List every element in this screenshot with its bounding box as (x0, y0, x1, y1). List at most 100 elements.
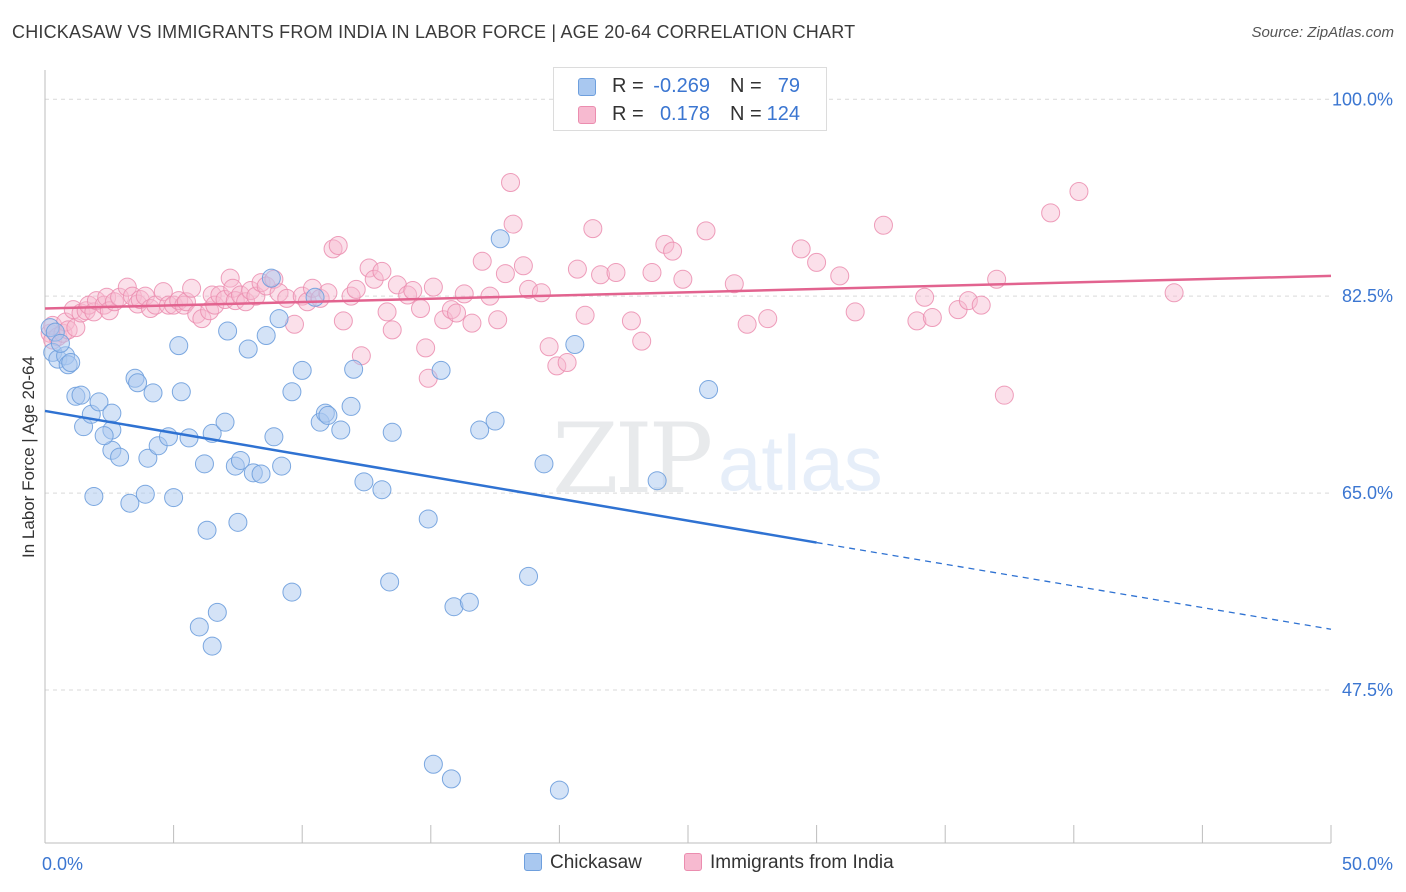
chickasaw-point (189, 617, 209, 637)
chickasaw-point (128, 373, 148, 393)
watermark-atlas: atlas (718, 419, 883, 507)
chickasaw-point (194, 454, 214, 474)
chickasaw-point (264, 427, 284, 447)
india-point (503, 214, 523, 234)
chickasaw-point (251, 464, 271, 484)
india-point (377, 302, 397, 322)
india-point (140, 299, 160, 319)
chickasaw-point (171, 382, 191, 402)
india-point (519, 279, 539, 299)
india-point (328, 236, 348, 256)
chickasaw-point (164, 488, 184, 508)
india-legend-swatch-icon (684, 853, 702, 871)
india-point (958, 291, 978, 311)
chickasaw-point (282, 382, 302, 402)
india-point (359, 258, 379, 278)
chickasaw-swatch-icon (578, 78, 596, 96)
chickasaw-point (441, 769, 461, 789)
r-value: -0.269 (653, 75, 710, 97)
chickasaw-point (61, 353, 81, 373)
india-point (472, 251, 492, 271)
r-label: R = (612, 103, 644, 125)
india-point (416, 338, 436, 358)
chickasaw-point (282, 582, 302, 602)
india-point (791, 239, 811, 259)
chickasaw-point (565, 335, 585, 355)
india-point (591, 265, 611, 285)
trend-lines (44, 274, 1332, 630)
india-point (501, 173, 521, 193)
correlation-stats-box: R = -0.269 N = 79 R = 0.178 N = 124 (553, 67, 827, 131)
chickasaw-point (331, 420, 351, 440)
chickasaw-point (138, 448, 158, 468)
chickasaw-point (228, 512, 248, 532)
axes (44, 70, 1332, 844)
india-point (182, 278, 202, 298)
india-point (724, 274, 744, 294)
chickasaw-point (120, 493, 140, 513)
chickasaw-point (534, 454, 554, 474)
chickasaw-point (423, 754, 443, 774)
india-point (539, 337, 559, 357)
y-tick-labels: 47.5% 65.0% 82.5% 100.0% (1332, 89, 1393, 700)
india-point (241, 281, 261, 301)
india-point (621, 311, 641, 331)
india-point (737, 314, 757, 334)
india-point (575, 305, 595, 325)
india-point (462, 313, 482, 333)
india-point (1069, 182, 1089, 202)
india-point (873, 215, 893, 235)
india-trend-line (44, 274, 1332, 310)
stats-row-chickasaw: R = -0.269 N = 79 (554, 72, 826, 100)
india-point (567, 259, 587, 279)
india-point (907, 311, 927, 331)
india-point (411, 299, 431, 319)
legend-label: Immigrants from India (710, 852, 894, 873)
gridlines (45, 98, 1331, 691)
india-point (372, 261, 392, 281)
india-point (1164, 283, 1184, 303)
n-label: N = (730, 75, 762, 97)
chickasaw-point (179, 428, 199, 448)
india-point (488, 310, 508, 330)
chickasaw-point (215, 412, 235, 432)
legend-item-chickasaw: Chickasaw (524, 852, 642, 874)
chickasaw-point (344, 359, 364, 379)
watermark-zip: ZIP (552, 403, 711, 515)
india-point (696, 221, 716, 241)
chickasaw-point (84, 486, 104, 506)
india-point (333, 311, 353, 331)
india-point (346, 279, 366, 299)
chickasaw-point (207, 602, 227, 622)
india-point (557, 353, 577, 373)
chickasaw-point (102, 403, 122, 423)
india-point (642, 263, 662, 283)
chickasaw-point (169, 336, 189, 356)
chickasaw-point (94, 426, 114, 446)
chart-title: CHICKASAW VS IMMIGRANTS FROM INDIA IN LA… (12, 22, 856, 42)
chickasaw-point (341, 396, 361, 416)
india-point (1041, 203, 1061, 223)
chickasaw-point (372, 480, 392, 500)
india-point (225, 291, 245, 311)
chickasaw-point (89, 392, 109, 412)
chickasaw-point (431, 360, 451, 380)
india-point (830, 266, 850, 286)
y-tick-label: 47.5% (1342, 680, 1393, 700)
india-point (513, 256, 533, 276)
india-point (547, 356, 567, 376)
source-credit: Source: ZipAtlas.com (1251, 24, 1394, 41)
india-point (192, 309, 212, 329)
legend-label: Chickasaw (550, 852, 642, 873)
chickasaw-trend-line (44, 409, 817, 544)
chickasaw-point (292, 360, 312, 380)
chickasaw-point (256, 326, 276, 346)
chickasaw-point (110, 447, 130, 467)
chickasaw-point (50, 333, 70, 353)
chickasaw-point (459, 592, 479, 612)
chickasaw-point (218, 321, 238, 341)
y-tick-label: 100.0% (1332, 89, 1393, 109)
india-point (531, 283, 551, 303)
chickasaw-trend-extension (816, 541, 1332, 630)
